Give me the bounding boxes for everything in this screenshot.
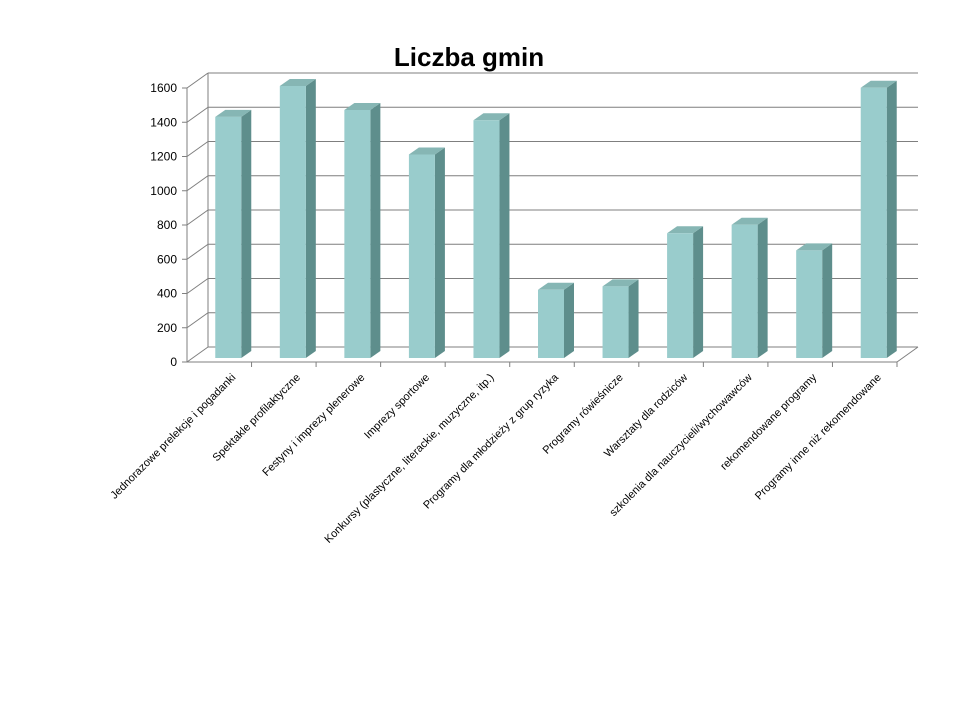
- bar-front: [473, 120, 500, 358]
- bar: [408, 147, 445, 358]
- category-label: szkolenia dla nauczycieli/wychowawców: [607, 372, 754, 519]
- bar: [796, 243, 833, 358]
- bar-side: [693, 226, 704, 358]
- category-label: Festyny i imprezy plenerowe: [260, 372, 367, 479]
- bar: [215, 109, 252, 358]
- bar: [667, 226, 704, 358]
- bar-front: [344, 109, 371, 358]
- bar: [344, 102, 381, 358]
- category-label: Imprezy sportowe: [362, 372, 432, 442]
- bar-top: [860, 80, 897, 88]
- y-tick-label: 800: [157, 218, 177, 232]
- bar-front: [860, 87, 887, 359]
- bar-top: [473, 113, 510, 121]
- y-tick-label: 400: [157, 287, 177, 301]
- bar-side: [434, 147, 445, 358]
- bar-top: [796, 243, 833, 251]
- category-label: Programy inne niż rekomendowane: [753, 372, 884, 503]
- gridline-diagonal: [186, 175, 209, 192]
- bar-side: [886, 80, 897, 359]
- y-tick-label: 1400: [150, 115, 177, 129]
- bar-top: [602, 279, 639, 287]
- y-tick-label: 1600: [150, 81, 177, 95]
- y-axis-ticks: 0 200 400 600 800 1000 1200 1400 1600: [150, 81, 898, 369]
- bar: [731, 217, 768, 358]
- gridline-diagonal: [186, 106, 209, 123]
- y-tick-label: 600: [157, 252, 177, 266]
- bar-side: [305, 79, 316, 358]
- floor-right-edge: [896, 346, 919, 363]
- bar-side: [370, 102, 381, 358]
- bar-top: [667, 226, 704, 234]
- gridline-diagonal: [186, 243, 209, 260]
- bar-front: [215, 116, 242, 358]
- bar-front: [602, 286, 629, 358]
- gridline-diagonal: [186, 141, 209, 157]
- gridline-diagonal: [186, 346, 209, 363]
- bar-side: [564, 282, 574, 358]
- category-label: Jednorazowe prelekcje i pogadanki: [108, 372, 238, 502]
- gridline-diagonal: [186, 209, 209, 226]
- bar-top: [344, 102, 381, 110]
- gridline-diagonal: [186, 72, 209, 89]
- gridline-diagonal: [186, 312, 209, 329]
- y-tick-label: 1000: [150, 184, 177, 198]
- bar-front: [279, 86, 306, 358]
- x-axis-labels: Jednorazowe prelekcje i pogadankiSpektak…: [108, 371, 883, 546]
- y-tick-label: 0: [170, 355, 177, 369]
- bar-side: [499, 113, 510, 358]
- bar-front: [538, 289, 564, 358]
- bar-top: [215, 109, 252, 117]
- gridline-diagonal: [186, 278, 209, 294]
- bar-front: [408, 154, 435, 358]
- bar: [538, 282, 574, 358]
- bar: [860, 80, 897, 359]
- y-tick-label: 1200: [150, 150, 177, 164]
- bar-side: [822, 243, 833, 358]
- y-tick-label: 200: [157, 321, 177, 335]
- bar-top: [538, 282, 574, 290]
- bar-top: [279, 79, 316, 86]
- category-label: Programy dla młodzieży z grup ryzyka: [421, 371, 562, 512]
- bar-side: [757, 217, 768, 358]
- bar-front: [731, 224, 758, 358]
- chart-title: Liczba gmin: [394, 42, 544, 72]
- bar-side: [241, 109, 252, 358]
- bar: [473, 113, 510, 358]
- bar-front: [796, 250, 823, 358]
- bar-side: [628, 279, 639, 358]
- bars: [215, 79, 897, 359]
- bar-top: [731, 217, 768, 225]
- bar-front: [667, 233, 694, 358]
- bar: [279, 79, 316, 358]
- bar: [602, 279, 639, 358]
- bar-top: [408, 147, 445, 155]
